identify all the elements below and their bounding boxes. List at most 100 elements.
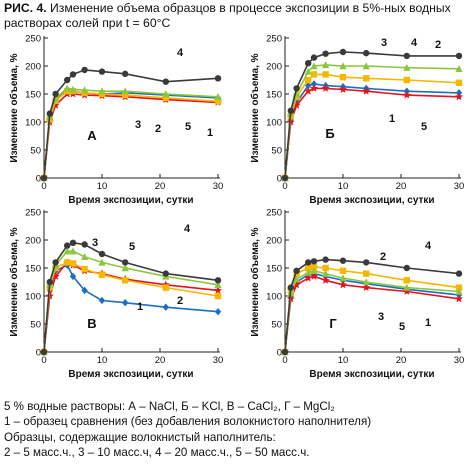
note-solutions: 5 % водные растворы: А – NaCl, Б – KCl, …	[4, 400, 335, 413]
data-point-3	[403, 63, 411, 71]
series-line-2	[43, 261, 219, 353]
data-point-4	[214, 277, 222, 284]
series-line-3	[43, 87, 219, 179]
chart-panel-2: 0 50 100 150 200 250 0 10 20 30 Время экспозиции, …	[249, 33, 464, 206]
series-1	[40, 89, 222, 182]
series-number-label: 5	[129, 241, 135, 253]
x-tick-label: 20	[155, 181, 166, 192]
x-tick-label: 20	[396, 181, 407, 192]
panel-letter: Г	[329, 316, 337, 331]
series-number-label: 2	[155, 123, 161, 135]
note-reference: 1 – образец сравнения (без добавления во…	[4, 415, 372, 429]
y-tick-label: 150	[266, 263, 282, 274]
data-point-4	[322, 256, 329, 263]
data-point-2	[403, 76, 410, 84]
y-tick-label: 100	[266, 117, 282, 128]
y-tick-label: 100	[266, 291, 282, 302]
data-point-3	[304, 67, 312, 75]
data-point-2	[98, 271, 106, 278]
data-point-3	[63, 247, 71, 255]
y-tick-label: 150	[25, 89, 41, 100]
data-point-3	[403, 283, 411, 291]
data-point-1	[310, 84, 318, 92]
figure-number: РИС. 4.	[4, 1, 47, 15]
data-point-4	[293, 267, 300, 274]
data-point-1	[292, 101, 301, 109]
data-point-2	[322, 264, 329, 272]
panel-letter: В	[87, 316, 96, 331]
figure-notes: 5 % водные растворы: А – NaCl, Б – KCl, …	[4, 399, 470, 460]
data-point-4	[122, 259, 129, 266]
data-point-1	[362, 87, 371, 95]
series-number-label: 5	[185, 121, 191, 133]
series-2	[40, 259, 222, 356]
x-tick-label: 10	[338, 181, 349, 192]
x-tick-label: 0	[41, 355, 46, 366]
y-tick-label: 200	[266, 61, 282, 72]
series-line-4	[284, 258, 460, 353]
y-tick-label: 200	[25, 235, 41, 246]
data-point-3	[362, 278, 370, 286]
data-point-2	[363, 75, 370, 82]
data-point-4	[363, 259, 370, 266]
data-point-4	[293, 85, 300, 92]
data-point-1	[339, 280, 347, 289]
data-point-5	[305, 81, 312, 90]
y-tick-label: 150	[266, 89, 282, 100]
series-line-5	[284, 83, 460, 179]
y-tick-label: 0	[277, 173, 282, 184]
data-point-2	[455, 79, 463, 86]
y-tick-label: 0	[36, 173, 41, 184]
data-point-1	[214, 286, 222, 294]
data-point-2	[310, 71, 318, 78]
data-point-1	[321, 84, 330, 92]
series-number-label: 2	[380, 251, 386, 263]
data-point-4	[162, 78, 169, 85]
data-point-4	[287, 284, 294, 291]
data-point-3	[98, 87, 106, 95]
data-point-2	[214, 98, 222, 105]
data-point-4	[63, 242, 71, 249]
series-number-label: 4	[425, 240, 432, 252]
x-tick-label: 0	[282, 355, 287, 366]
series-number-label: 4	[177, 47, 184, 59]
data-point-3	[339, 62, 347, 70]
data-point-4	[214, 75, 222, 82]
x-tick-label: 30	[454, 355, 465, 366]
data-point-3	[121, 87, 129, 95]
data-point-2	[214, 292, 222, 300]
y-tick-label: 200	[25, 61, 41, 72]
data-point-4	[63, 76, 71, 84]
data-point-2	[305, 264, 312, 272]
x-axis-label: Время экспозиции, сутки	[68, 195, 193, 206]
data-point-4	[455, 270, 463, 277]
panel-letter: Б	[325, 126, 334, 141]
series-number-label: 1	[207, 127, 213, 139]
data-point-2	[122, 277, 129, 284]
data-point-4	[287, 107, 294, 115]
data-point-4	[322, 50, 329, 57]
series-number-label: 1	[425, 317, 431, 329]
data-point-3	[455, 287, 463, 295]
series-3	[281, 267, 463, 356]
data-point-4	[281, 174, 289, 182]
series-number-label: 4	[411, 37, 418, 49]
y-tick-label: 100	[25, 291, 41, 302]
series-number-label: 4	[184, 223, 191, 235]
data-point-1	[455, 294, 463, 303]
y-tick-label: 50	[271, 319, 282, 330]
data-point-2	[64, 259, 71, 266]
data-point-4	[339, 48, 347, 56]
series-number-label: 2	[435, 39, 441, 51]
y-tick-label: 150	[25, 263, 41, 274]
series-number-label: 2	[177, 295, 183, 307]
y-tick-label: 50	[30, 319, 41, 330]
y-tick-label: 50	[271, 145, 282, 156]
data-point-4	[339, 257, 347, 264]
data-point-1	[402, 287, 411, 295]
data-point-4	[310, 258, 318, 265]
y-tick-label: 100	[25, 117, 41, 128]
y-tick-label: 250	[25, 207, 41, 218]
series-number-label: 5	[399, 321, 405, 333]
panel-letter: А	[87, 128, 97, 143]
